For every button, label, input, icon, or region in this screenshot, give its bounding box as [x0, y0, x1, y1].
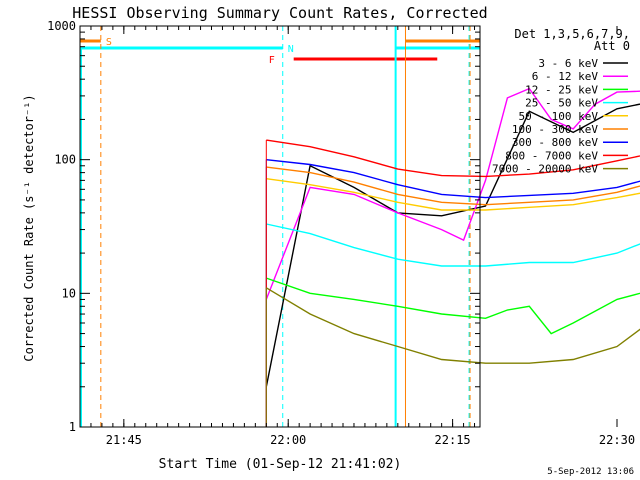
legend-label-0: 3 - 6 keV	[538, 57, 598, 70]
y-tick-label: 10	[62, 286, 76, 300]
legend-label-4: 50 - 100 keV	[519, 110, 599, 123]
plot-frame	[79, 25, 481, 428]
legend-label-3: 25 - 50 keV	[525, 97, 598, 110]
y-tick-label: 1000	[47, 19, 76, 33]
chart-title: HESSI Observing Summary Count Rates, Cor…	[72, 4, 487, 22]
flag-bars: S N F	[80, 26, 480, 427]
legend-label-8: 7000 - 20000 keV	[492, 163, 598, 176]
series-line-6	[266, 159, 640, 199]
series-line-5	[266, 166, 640, 206]
x-tick-label: 22:15	[435, 433, 471, 447]
series-line-1	[265, 87, 640, 300]
series-line-8	[265, 287, 640, 364]
flag-label: S	[106, 37, 112, 48]
series-layer	[265, 87, 640, 427]
series-line-0	[265, 103, 640, 387]
legend-label-2: 12 - 25 keV	[525, 83, 598, 96]
y-axis-label: Corrected Count Rate (s⁻¹ detector⁻¹)	[22, 94, 36, 361]
series-line-2	[266, 277, 640, 335]
legend-label-1: 6 - 12 keV	[532, 70, 599, 83]
legend-header-1: Det 1,3,5,6,7,9,	[514, 27, 630, 41]
series-line-4	[266, 178, 640, 211]
legend-label-5: 100 - 300 keV	[512, 123, 598, 136]
y-tick-label: 1	[69, 420, 76, 434]
x-axis-label: Start Time (01-Sep-12 21:41:02)	[159, 457, 402, 472]
x-tick-label: 22:30	[599, 433, 635, 447]
x-tick-label: 22:00	[270, 433, 306, 447]
y-axis: 1 10 100 1000	[47, 19, 480, 434]
legend-label-6: 300 - 800 keV	[512, 136, 598, 149]
legend-label-7: 800 - 7000 keV	[505, 149, 598, 162]
flag-label: N	[288, 44, 294, 55]
flag-label: F	[269, 55, 275, 66]
series-line-7	[266, 139, 640, 178]
y-tick-label: 100	[54, 153, 76, 167]
legend-header-2: Att 0	[594, 39, 630, 53]
series-line-3	[266, 223, 640, 267]
footer-date: 5-Sep-2012 13:06	[547, 467, 634, 477]
x-tick-label: 21:45	[106, 433, 142, 447]
